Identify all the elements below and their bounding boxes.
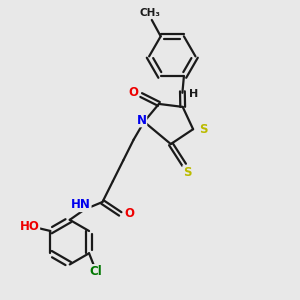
Text: O: O: [129, 85, 139, 98]
Text: H: H: [189, 89, 198, 99]
Text: HN: HN: [71, 199, 91, 212]
Text: CH₃: CH₃: [140, 8, 161, 17]
Text: O: O: [124, 207, 134, 220]
Text: S: S: [183, 166, 191, 179]
Text: Cl: Cl: [89, 265, 102, 278]
Text: HO: HO: [20, 220, 40, 233]
Text: N: N: [137, 114, 147, 127]
Text: S: S: [199, 123, 208, 136]
